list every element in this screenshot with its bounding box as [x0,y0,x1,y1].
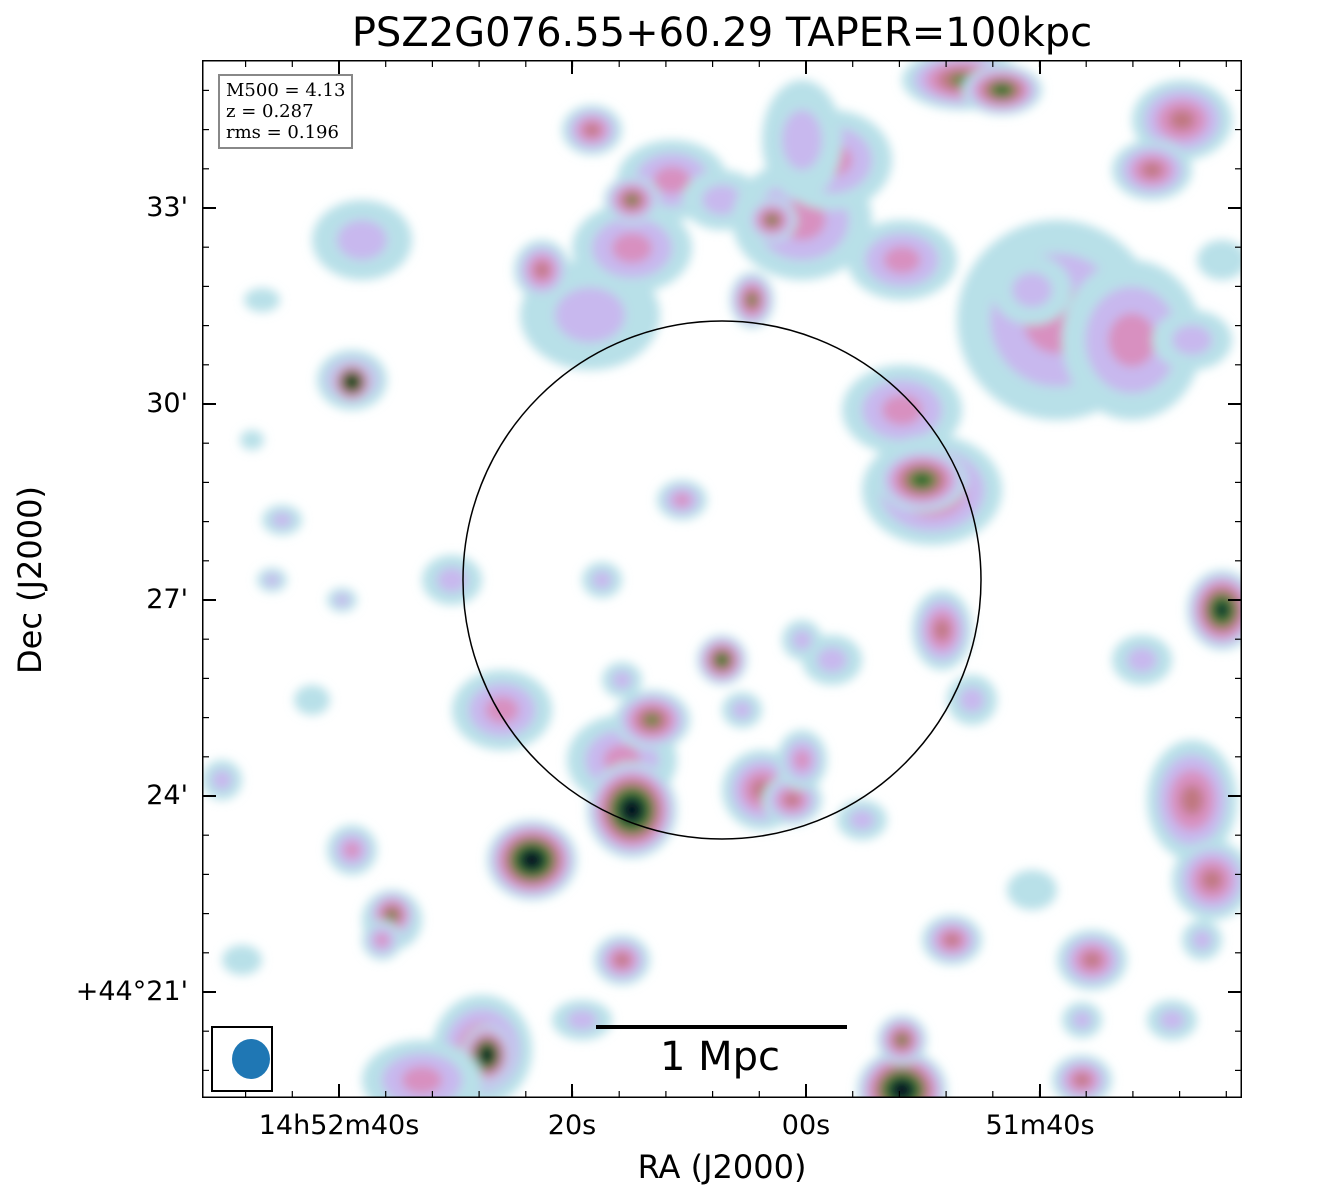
plot-title: PSZ2G076.55+60.29 TAPER=100kpc [351,10,1093,56]
info-box: M500 = 4.13 z = 0.287 rms = 0.196 [218,74,354,149]
r500-circle [462,320,982,840]
beam-ellipse [232,1039,270,1079]
ytick-label: 33' [146,192,188,223]
radio-map [202,60,1242,1098]
ytick-label: 24' [146,780,188,811]
xtick-label: 51m40s [985,1110,1095,1141]
x-axis-label: RA (J2000) [637,1148,807,1186]
ytick-label: 27' [146,584,188,615]
ytick-label: 30' [146,388,188,419]
y-axis-label: Dec (J2000) [11,486,49,674]
xtick-label: 20s [547,1110,597,1141]
xtick-label: 00s [781,1110,831,1141]
redshift-text: z = 0.287 [226,101,314,122]
xtick-label: 14h52m40s [258,1110,420,1141]
m500-text: M500 = 4.13 [226,80,346,101]
rms-text: rms = 0.196 [226,122,339,143]
beam-box [211,1026,273,1092]
scale-bar-label: 1 Mpc [659,1034,781,1080]
ytick-label: +44°21' [75,976,188,1007]
